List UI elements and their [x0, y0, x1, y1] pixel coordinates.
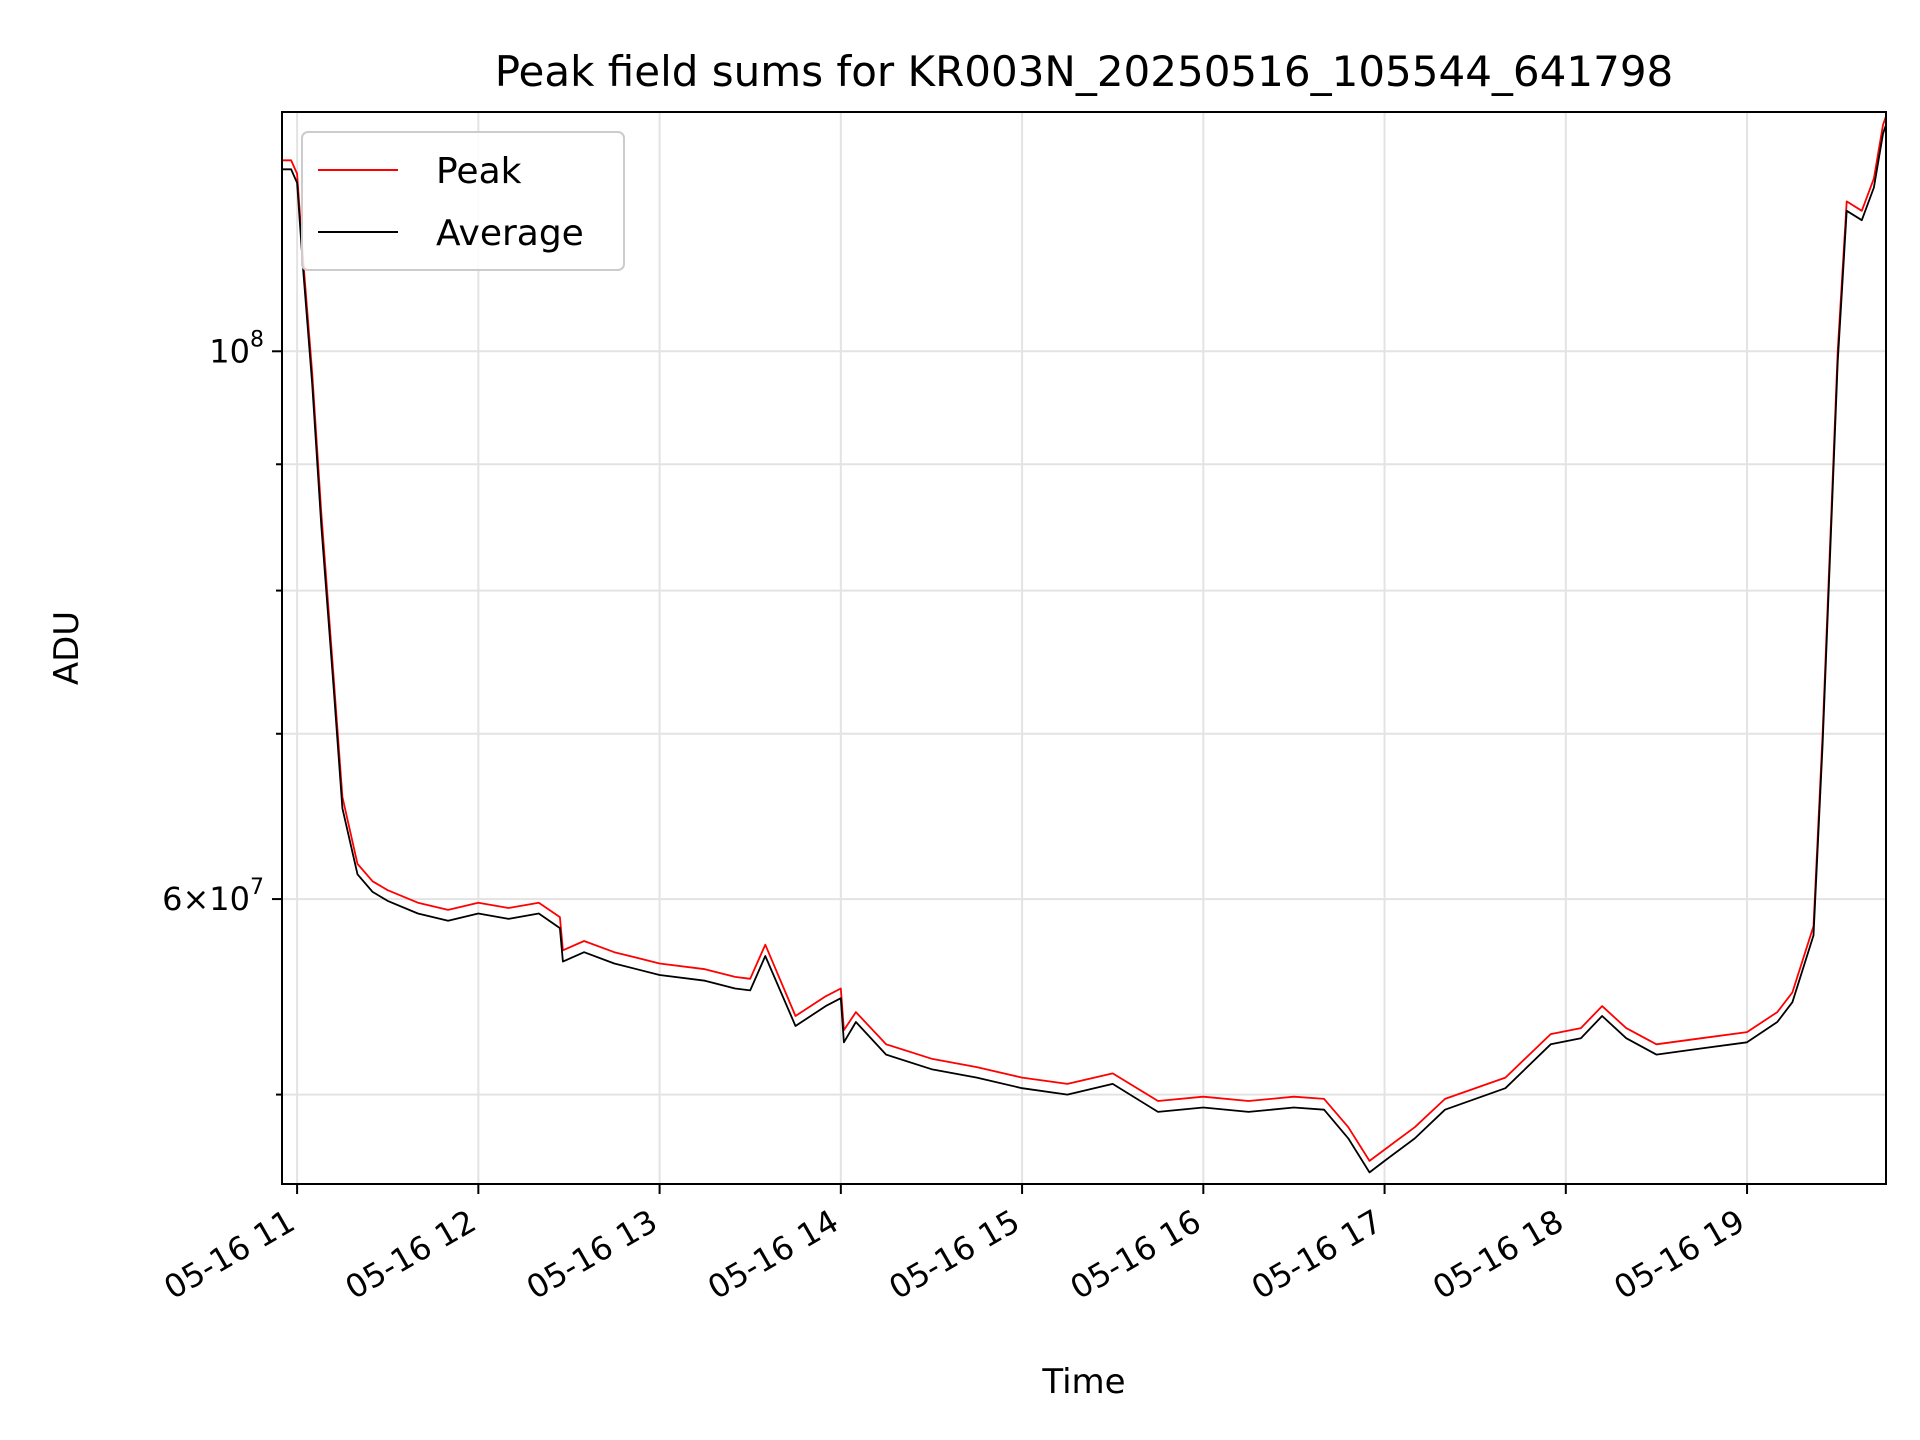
- x-tick-label: 05-16 15: [882, 1202, 1026, 1307]
- y-axis: 6×107 108: [162, 327, 282, 1096]
- legend-box: [301, 131, 625, 271]
- y-tick-label: 6×107: [162, 875, 264, 918]
- legend: Peak Average: [301, 131, 625, 271]
- y-axis-label: ADU: [47, 611, 87, 685]
- x-tick-label: 05-16 13: [520, 1202, 664, 1307]
- x-tick-label: 05-16 14: [701, 1202, 845, 1307]
- plot-frame: [281, 111, 1887, 1185]
- x-axis-label: Time: [1041, 1362, 1125, 1402]
- legend-label-peak: Peak: [436, 151, 522, 192]
- x-tick-label: 05-16 12: [339, 1202, 483, 1307]
- x-tick-label: 05-16 18: [1426, 1202, 1570, 1307]
- y-tick-label: 108: [209, 327, 264, 370]
- x-axis: 05-16 11 05-16 12 05-16 13 05-16 14 05-16 15…: [158, 1184, 1751, 1307]
- grid: [282, 112, 1886, 1184]
- x-tick-label: 05-16 11: [158, 1202, 302, 1307]
- x-tick-label: 05-16 16: [1064, 1202, 1208, 1307]
- x-tick-label: 05-16 19: [1607, 1202, 1751, 1307]
- series-line-peak: [282, 116, 1887, 1162]
- chart-title: Peak field sums for KR003N_20250516_1055…: [495, 47, 1674, 96]
- x-tick-label: 05-16 17: [1245, 1202, 1389, 1307]
- series-line-average: [282, 124, 1887, 1174]
- series-layer: [282, 116, 1887, 1174]
- legend-label-average: Average: [436, 213, 584, 254]
